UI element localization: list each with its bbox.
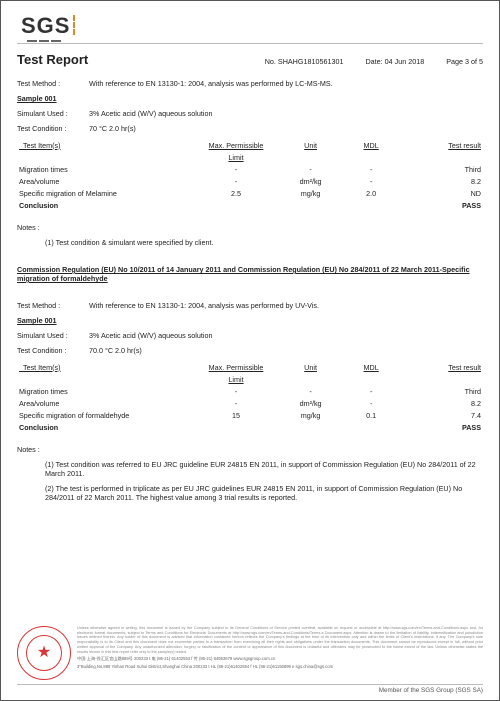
- note-1: (1) Test condition & simulant were speci…: [45, 238, 483, 247]
- report-title: Test Report: [17, 52, 265, 67]
- regulation-heading: Commission Regulation (EU) No 10/2011 of…: [17, 265, 483, 283]
- condition-value-2: 70.0 °C 2.0 hr(s): [89, 346, 142, 355]
- table-row: Area/volume-dm²/kg-8.2: [17, 175, 483, 187]
- table-row: Migration times---Third: [17, 163, 483, 175]
- address-line-2: 3"Building,No.889 Yishan Road Xuhui Dist…: [77, 664, 483, 669]
- page-no: 3 of 5: [465, 57, 483, 66]
- address-line-1: 中国·上海·徐汇区宜山路889号 200233 t 电 (86-21) 6140…: [77, 656, 483, 662]
- table-row: Migration times---Third: [17, 385, 483, 397]
- table-row: Specific migration of Melamine2.5mg/kg2.…: [17, 187, 483, 199]
- th-mdl: MDL: [343, 139, 399, 151]
- results-table-1: Test Item(s) Max. Permissible Unit MDL T…: [17, 139, 483, 211]
- simulant-value: 3% Acetic acid (W/V) aqueous solution: [89, 109, 212, 118]
- table-row: Specific migration of formaldehyde15mg/k…: [17, 409, 483, 421]
- header-divider: [17, 43, 483, 44]
- company-stamp: ★: [17, 626, 71, 680]
- simulant-label: Simulant Used :: [17, 109, 87, 118]
- th-max: Max. Permissible: [194, 139, 278, 151]
- th-res: Test result: [399, 139, 483, 151]
- member-line: Member of the SGS Group (SGS SA): [17, 687, 483, 694]
- th-item: Test Item(s): [17, 139, 194, 151]
- th-unit: Unit: [278, 139, 343, 151]
- test-method-2: Test Method : With reference to EN 13130…: [17, 301, 483, 310]
- method-2-text: With reference to EN 13130-1: 2004, anal…: [89, 301, 319, 310]
- sample-001-heading-2: Sample 001: [17, 316, 483, 325]
- th-max2: Limit: [194, 151, 278, 163]
- date-label: Date:: [365, 57, 382, 66]
- note-2b: (2) The test is performed in triplicate …: [45, 484, 483, 502]
- report-header: Test Report No. SHAHG1810561301 Date: 04…: [17, 52, 483, 67]
- simulant-row-2: Simulant Used : 3% Acetic acid (W/V) aqu…: [17, 331, 483, 340]
- star-icon: ★: [37, 645, 51, 661]
- report-date: 04 Jun 2018: [385, 57, 425, 66]
- results-table-2: Test Item(s) Max. Permissible Unit MDL T…: [17, 361, 483, 433]
- condition-label: Test Condition :: [17, 124, 87, 133]
- page-footer: ★ Unless otherwise agreed in writing, th…: [17, 626, 483, 694]
- no-label: No.: [265, 57, 276, 66]
- footer-divider: [17, 684, 483, 685]
- page-label: Page: [446, 57, 463, 66]
- table-row: Area/volume-dm²/kg-8.2: [17, 397, 483, 409]
- condition-value-1: 70 °C 2.0 hr(s): [89, 124, 136, 133]
- fine-print: Unless otherwise agreed in writing, this…: [77, 626, 483, 654]
- condition-row-1: Test Condition : 70 °C 2.0 hr(s): [17, 124, 483, 133]
- method-label: Test Method :: [17, 79, 87, 88]
- condition-row-2: Test Condition : 70.0 °C 2.0 hr(s): [17, 346, 483, 355]
- sgs-logo: SGS: [21, 13, 483, 39]
- notes-label-1: Notes :: [17, 223, 483, 232]
- note-2a: (1) Test condition was referred to EU JR…: [45, 460, 483, 478]
- conclusion-row-1: ConclusionPASS: [17, 199, 483, 211]
- method-1-text: With reference to EN 13130-1: 2004, anal…: [89, 79, 333, 88]
- report-meta: No. SHAHG1810561301 Date: 04 Jun 2018 Pa…: [265, 57, 483, 66]
- logo-text: SGS: [21, 13, 70, 38]
- test-method-1: Test Method : With reference to EN 13130…: [17, 79, 483, 88]
- sample-001-heading-1: Sample 001: [17, 94, 483, 103]
- notes-label-2: Notes :: [17, 445, 483, 454]
- report-no: SHAHG1810561301: [278, 57, 344, 66]
- simulant-row-1: Simulant Used : 3% Acetic acid (W/V) aqu…: [17, 109, 483, 118]
- conclusion-row-2: ConclusionPASS: [17, 421, 483, 433]
